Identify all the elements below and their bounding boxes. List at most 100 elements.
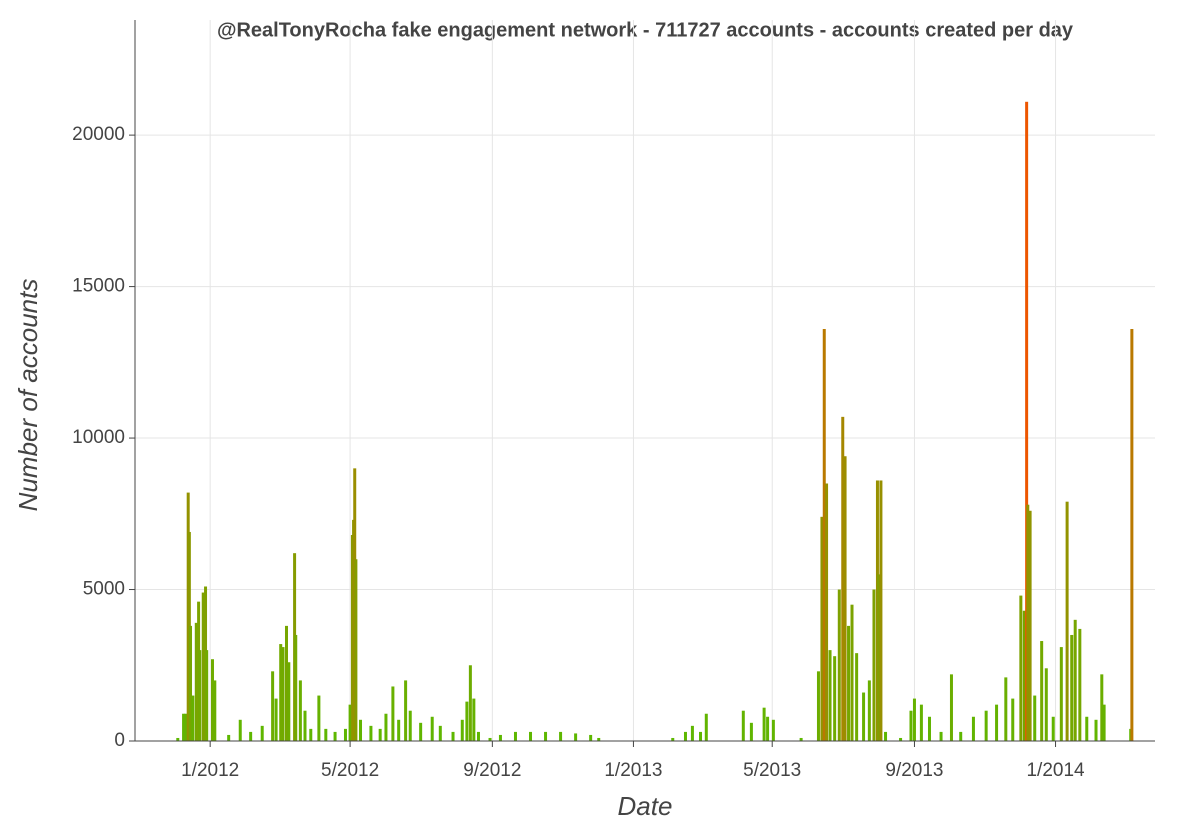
bar <box>205 650 209 741</box>
bar <box>391 686 395 741</box>
y-tick-label: 0 <box>114 730 125 751</box>
bar <box>201 592 205 741</box>
bar <box>465 701 469 741</box>
bar <box>825 483 829 741</box>
bar <box>850 604 854 741</box>
bar <box>1019 595 1023 741</box>
bar <box>1026 504 1030 741</box>
bar <box>354 559 358 741</box>
x-tick-label: 5/2013 <box>743 760 801 781</box>
bar <box>995 704 999 741</box>
bar <box>1033 695 1037 741</box>
bar <box>260 725 264 741</box>
bar <box>1070 634 1074 741</box>
bar <box>343 728 347 741</box>
bar <box>841 416 845 741</box>
bar <box>468 665 472 741</box>
bar <box>213 680 217 741</box>
bar <box>822 329 826 741</box>
bar <box>189 625 193 741</box>
bar <box>348 704 352 741</box>
bar <box>274 698 278 741</box>
bar <box>476 731 480 741</box>
bar <box>513 731 517 741</box>
bar <box>847 625 851 741</box>
bar <box>1028 510 1032 741</box>
bar <box>404 680 408 741</box>
bar <box>833 656 837 741</box>
bar <box>766 716 770 741</box>
bar <box>1078 628 1082 741</box>
y-axis-label: Number of accounts <box>13 279 43 512</box>
bar <box>279 644 283 741</box>
bar <box>294 634 298 741</box>
bar <box>498 734 502 741</box>
bar <box>1065 501 1069 741</box>
bar <box>419 722 423 741</box>
bar <box>451 731 455 741</box>
bar <box>927 716 931 741</box>
y-tick-label: 15000 <box>72 276 125 297</box>
bar <box>762 707 766 741</box>
bar <box>1085 716 1089 741</box>
bar <box>472 698 476 741</box>
bar <box>1011 698 1015 741</box>
bar <box>837 589 841 741</box>
bar <box>430 716 434 741</box>
bar <box>971 716 975 741</box>
bar <box>369 725 373 741</box>
bar <box>298 680 302 741</box>
bar <box>182 713 186 741</box>
bar <box>488 737 492 741</box>
bar <box>559 731 563 741</box>
x-tick-label: 1/2012 <box>181 760 239 781</box>
bar <box>828 650 832 741</box>
bar <box>704 713 708 741</box>
bar <box>1059 647 1063 741</box>
bar <box>227 734 231 741</box>
bar <box>1022 610 1026 741</box>
bar <box>683 731 687 741</box>
bar <box>191 695 195 741</box>
x-tick-label: 1/2013 <box>604 760 662 781</box>
bar <box>309 728 313 741</box>
bar <box>1040 641 1044 741</box>
bar <box>238 719 242 741</box>
bar <box>690 725 694 741</box>
bar <box>597 737 601 741</box>
y-tick-label: 20000 <box>72 124 125 145</box>
bar <box>324 728 328 741</box>
x-axis-label: Date <box>618 791 673 821</box>
bar <box>1051 716 1055 741</box>
chart-title: @RealTonyRocha fake engagement network -… <box>217 19 1074 41</box>
bar <box>284 625 288 741</box>
bar <box>877 574 881 741</box>
bar <box>909 710 913 741</box>
bar <box>671 737 675 741</box>
bar <box>899 737 903 741</box>
bar <box>281 647 285 741</box>
bar <box>820 516 824 741</box>
bar <box>359 719 363 741</box>
bar <box>1094 719 1098 741</box>
bar <box>176 737 180 741</box>
bar <box>529 731 533 741</box>
bar <box>544 731 548 741</box>
bar <box>749 722 753 741</box>
bar <box>879 480 883 741</box>
bar <box>460 719 464 741</box>
bar <box>1130 329 1134 741</box>
bar <box>1102 704 1106 741</box>
y-tick-label: 10000 <box>72 427 125 448</box>
bar <box>867 680 871 741</box>
bar <box>699 731 703 741</box>
bar <box>408 710 412 741</box>
x-tick-label: 9/2013 <box>885 760 943 781</box>
bar <box>287 662 291 741</box>
bar <box>317 695 321 741</box>
bar <box>198 650 202 741</box>
bar <box>303 710 307 741</box>
bar <box>799 737 803 741</box>
x-tick-label: 1/2014 <box>1026 760 1085 781</box>
